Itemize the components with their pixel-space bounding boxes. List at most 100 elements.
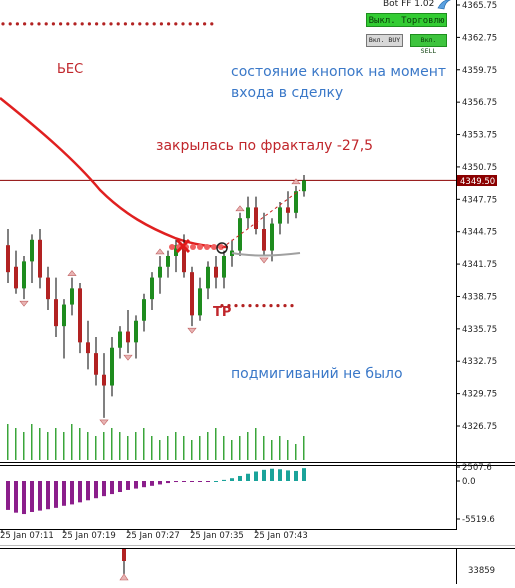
oscillator-bar — [102, 481, 106, 497]
fractal-arrow-icon — [187, 327, 197, 334]
level-dot — [109, 22, 113, 26]
tp-dot — [269, 304, 273, 308]
candle-body — [198, 288, 202, 316]
level-dot — [167, 22, 171, 26]
trade-trajectory-line — [221, 189, 301, 249]
candle — [198, 277, 202, 321]
candle-body — [158, 266, 162, 278]
time-tick-label: 25 Jan 07:35 — [190, 531, 244, 541]
volume-bar — [15, 428, 17, 460]
level-dot — [87, 22, 91, 26]
candle-body — [294, 191, 298, 213]
candle — [246, 196, 250, 229]
candle-body — [182, 245, 186, 273]
osc-tick-label: 2507.6 — [462, 463, 492, 473]
annotation-closed-by-fractal: закрылась по фракталу -27,5 — [156, 138, 373, 154]
volume-bar — [295, 444, 297, 460]
entry-cross-icon — [175, 238, 191, 254]
entry-dot — [190, 244, 196, 250]
fractal-arrow-icon — [235, 205, 245, 212]
level-dot — [8, 22, 12, 26]
tp-dot — [234, 304, 238, 308]
level-dot — [102, 22, 106, 26]
volume-bar — [175, 432, 177, 460]
candle-body — [254, 207, 258, 229]
candle-body — [222, 255, 226, 278]
entry-dot — [218, 244, 224, 250]
price-tick-label: 4362.75 — [462, 33, 497, 43]
oscillator-bar — [182, 481, 186, 482]
price-tick-label: 4356.75 — [462, 98, 497, 108]
volume-bar — [71, 424, 73, 460]
candle — [214, 255, 218, 289]
tp-dot — [220, 304, 224, 308]
candle-body — [166, 255, 170, 267]
fractal-arrow-icon — [259, 257, 269, 264]
tp-dot — [241, 304, 245, 308]
annotation-no-blinks: подмигиваний не было — [231, 366, 403, 382]
candle-body — [134, 320, 138, 343]
tp-dot — [262, 304, 266, 308]
trade-toggle-button[interactable]: Выкл. Торговлю — [366, 13, 447, 27]
volume-bar — [279, 436, 281, 460]
volume-bar — [55, 428, 57, 460]
price-axis: 4365.75 4362.75 4359.75 4356.75 4353.75 4350.… — [456, 1, 497, 432]
fractal-arrow-icon — [123, 354, 133, 361]
moving-average-line — [0, 97, 229, 249]
oscillator-bar — [198, 481, 202, 482]
level-dot — [131, 22, 135, 26]
price-tick-label: 4359.75 — [462, 66, 497, 76]
oscillator-bar — [158, 481, 162, 485]
tp-dot — [290, 304, 294, 308]
fractal-arrow-icon — [67, 270, 77, 276]
level-dot — [195, 22, 199, 26]
volume-bar — [271, 440, 273, 460]
volume-bar — [143, 428, 145, 460]
entry-dot — [197, 244, 203, 250]
current-price-label: 4349.50 — [457, 175, 497, 187]
volume-bar — [23, 432, 25, 460]
candle — [158, 255, 162, 294]
volume-bar — [159, 440, 161, 460]
candle — [278, 202, 282, 235]
level-dot — [116, 22, 120, 26]
level-dot — [145, 22, 149, 26]
price-tick-label: 4326.75 — [462, 422, 497, 432]
price-tick-label: 4353.75 — [462, 131, 497, 141]
level-dot — [59, 22, 63, 26]
volume-bar — [135, 432, 137, 460]
level-dot — [203, 22, 207, 26]
candle-body — [30, 239, 34, 262]
level-dot — [37, 22, 41, 26]
tp-dot — [276, 304, 280, 308]
candle-body — [174, 245, 178, 256]
candle-body — [86, 342, 90, 354]
volume-bar — [103, 432, 105, 460]
oscillator-bar — [206, 481, 210, 482]
oscillator-bar — [14, 481, 18, 513]
level-dot — [1, 22, 5, 26]
volume-bar — [39, 428, 41, 460]
price-tick-label: 4344.75 — [462, 228, 497, 238]
candle-body — [94, 353, 98, 375]
oscillator-bar — [230, 478, 234, 481]
annotation-tp: TP — [213, 305, 231, 320]
fractal-arrow-icon — [291, 178, 301, 185]
oscillator-bar — [174, 481, 178, 483]
candle — [150, 272, 154, 310]
candle — [126, 309, 130, 354]
candle — [302, 175, 306, 197]
volume-bar — [47, 432, 49, 460]
enable-sell-button[interactable]: Вкл. SELL — [410, 34, 447, 55]
enable-buy-button[interactable]: Вкл. BUY — [366, 34, 403, 47]
oscillator-bar — [270, 468, 274, 481]
candle-body — [150, 277, 154, 300]
level-dot — [73, 22, 77, 26]
level-dot — [66, 22, 70, 26]
entry-dot — [169, 244, 175, 250]
fractal-arrow-icon — [155, 248, 165, 255]
candle — [102, 353, 106, 418]
